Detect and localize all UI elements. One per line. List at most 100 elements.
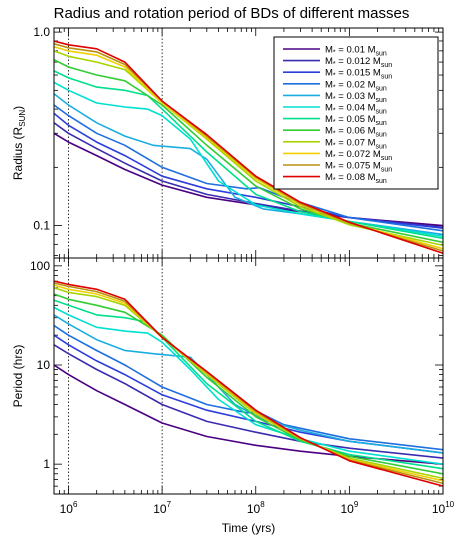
series-line [54, 324, 443, 451]
legend-star: * [333, 177, 336, 184]
legend-mass: = 0.072 M [336, 149, 381, 160]
legend-prefix: M [325, 161, 333, 172]
legend-entry: M* = 0.03 Msun [325, 91, 387, 104]
y-tick-label: 10 [37, 358, 51, 372]
legend-unit-sub: sun [376, 120, 387, 127]
legend-prefix: M [325, 56, 333, 67]
legend-unit-sub: sun [376, 85, 387, 92]
x-tick-label: 1010 [432, 500, 455, 516]
x-tick-base: 10 [432, 502, 446, 516]
legend-prefix: M [325, 149, 333, 160]
legend-prefix: M [325, 172, 333, 183]
x-tick-base: 10 [247, 502, 261, 516]
legend-star: * [333, 131, 336, 138]
legend-unit-sub: sun [381, 74, 392, 81]
legend-prefix: M [325, 103, 333, 114]
y-axis-label-end: ) [11, 106, 25, 110]
legend-unit-sub: sun [376, 109, 387, 116]
series-line [54, 293, 443, 475]
series-line [54, 334, 443, 454]
legend-mass: = 0.05 M [336, 114, 376, 125]
legend-unit-sub: sun [376, 51, 387, 58]
legend-mass: = 0.04 M [336, 103, 376, 114]
legend-mass: = 0.02 M [336, 79, 376, 90]
legend-entry: M* = 0.072 Msun [325, 149, 392, 162]
legend-entry: M* = 0.08 Msun [325, 172, 387, 185]
legend-star: * [333, 84, 336, 91]
legend-entry: M* = 0.07 Msun [325, 137, 387, 150]
legend-star: * [333, 50, 336, 57]
series-line [54, 70, 443, 240]
x-tick-base: 10 [340, 502, 354, 516]
legend-mass: = 0.08 M [336, 172, 376, 183]
legend-entry: M* = 0.05 Msun [325, 114, 387, 127]
x-axis-label: Time (yrs) [222, 521, 276, 535]
radius-panel: 0.1 1.0 [33, 25, 444, 259]
legend-mass: = 0.012 M [336, 56, 381, 67]
chart-title: Radius and rotation period of BDs of dif… [53, 5, 410, 22]
series-line [54, 81, 443, 238]
period-panel: 1 10 100 [30, 257, 444, 495]
legend-unit-sub: sun [376, 178, 387, 185]
legend-mass: = 0.06 M [336, 126, 376, 137]
x-tick-label: 109 [340, 500, 358, 516]
legend-entry: M* = 0.075 Msun [325, 161, 392, 174]
legend-box [273, 36, 439, 190]
y-tick-label: 100 [30, 259, 50, 273]
legend-prefix: M [325, 114, 333, 125]
y-axis-label: Period (hrs) [11, 345, 25, 408]
x-tick-exp: 8 [260, 500, 265, 509]
legend-entry: M* = 0.015 Msun [325, 68, 392, 81]
legend-entry: M* = 0.012 Msun [325, 56, 392, 69]
x-tick-exp: 10 [445, 500, 454, 509]
legend-entry: M* = 0.02 Msun [325, 79, 387, 92]
y-axis-label: Radius (RSUN) [11, 106, 27, 180]
x-tick-exp: 9 [354, 500, 359, 509]
legend-mass: = 0.015 M [336, 68, 381, 79]
legend-prefix: M [325, 68, 333, 79]
legend-entry: M* = 0.06 Msun [325, 126, 387, 139]
y-tick-label: 1.0 [33, 25, 50, 39]
series-line [54, 280, 443, 487]
series-line [54, 282, 443, 485]
series-line [54, 364, 443, 465]
legend-prefix: M [325, 137, 333, 148]
legend-entry: M* = 0.01 Msun [325, 45, 387, 58]
series-group [54, 40, 443, 254]
y-axis-label-sub: SUN [18, 110, 27, 127]
x-tick-exp: 6 [73, 500, 78, 509]
legend-prefix: M [325, 45, 333, 56]
legend-prefix: M [325, 126, 333, 137]
legend-prefix: M [325, 79, 333, 90]
x-tick-exp: 7 [167, 500, 172, 509]
x-tick-label: 107 [153, 500, 171, 516]
legend-unit-sub: sun [381, 155, 392, 162]
legend-mass: = 0.03 M [336, 91, 376, 102]
y-axis-label-main: Radius (R [11, 126, 25, 180]
legend-star: * [333, 154, 336, 161]
x-tick-label: 108 [247, 500, 265, 516]
y-tick-label: 1 [43, 457, 50, 471]
series-line [54, 40, 443, 254]
legend-unit-sub: sun [376, 132, 387, 139]
legend-unit-sub: sun [376, 97, 387, 104]
series-line [54, 314, 443, 454]
legend-prefix: M [325, 91, 333, 102]
legend-star: * [333, 96, 336, 103]
legend-entry: M* = 0.04 Msun [325, 103, 387, 116]
y-tick-label: 0.1 [33, 219, 50, 233]
legend-star: * [333, 73, 336, 80]
legend-unit-sub: sun [381, 167, 392, 174]
legend-star: * [333, 61, 336, 68]
legend-unit-sub: sun [376, 143, 387, 150]
legend-star: * [333, 119, 336, 126]
legend-star: * [333, 166, 336, 173]
legend-mass: = 0.01 M [336, 45, 376, 56]
x-tick-base: 10 [60, 502, 74, 516]
x-tick-label: 106 [60, 500, 78, 516]
series-line [54, 306, 443, 465]
series-group [54, 280, 443, 487]
legend-star: * [333, 142, 336, 149]
